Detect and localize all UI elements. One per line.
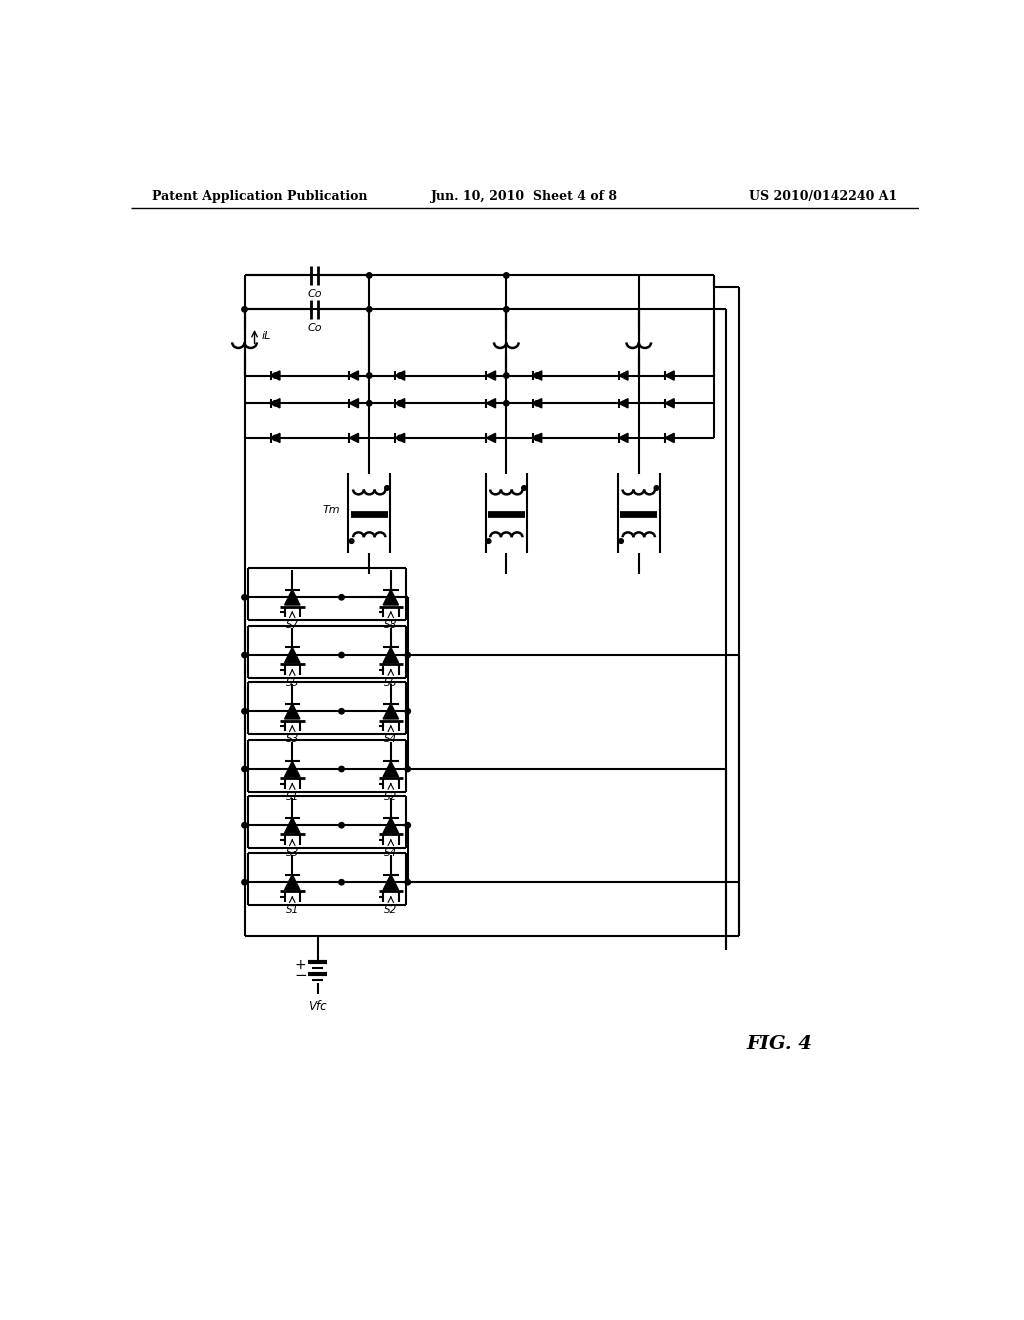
Circle shape [521,486,526,490]
Circle shape [242,709,247,714]
Circle shape [367,273,372,279]
Circle shape [535,372,540,379]
Text: S1: S1 [286,906,299,915]
Circle shape [242,822,247,828]
Circle shape [504,273,509,279]
Polygon shape [486,371,496,380]
Polygon shape [349,433,358,442]
Polygon shape [532,433,542,442]
Circle shape [242,306,247,312]
Circle shape [367,306,372,312]
Circle shape [339,767,344,772]
Circle shape [367,372,372,379]
Polygon shape [285,874,300,890]
Text: Jun. 10, 2010  Sheet 4 of 8: Jun. 10, 2010 Sheet 4 of 8 [431,190,618,203]
Text: FIG. 4: FIG. 4 [746,1035,813,1053]
Polygon shape [532,371,542,380]
Polygon shape [270,399,280,408]
Circle shape [406,879,411,884]
Polygon shape [665,433,674,442]
Circle shape [397,372,402,379]
Circle shape [367,400,372,407]
Polygon shape [285,590,300,605]
Text: Co: Co [307,289,322,300]
Circle shape [339,879,344,884]
Polygon shape [618,399,628,408]
Polygon shape [395,399,404,408]
Circle shape [406,822,411,828]
Polygon shape [486,433,496,442]
Polygon shape [532,399,542,408]
Text: S3: S3 [286,849,299,858]
Polygon shape [383,704,398,719]
Circle shape [385,486,389,490]
Text: S4: S4 [384,734,397,744]
Polygon shape [285,647,300,663]
Polygon shape [395,371,404,380]
Circle shape [535,400,540,407]
Circle shape [339,652,344,657]
Text: iL: iL [261,331,270,342]
Text: US 2010/0142240 A1: US 2010/0142240 A1 [750,190,897,203]
Polygon shape [383,647,398,663]
Polygon shape [383,874,398,890]
Text: Patent Application Publication: Patent Application Publication [153,190,368,203]
Circle shape [272,372,278,379]
Circle shape [242,594,247,601]
Text: +: + [295,957,306,972]
Text: S2: S2 [384,792,397,803]
Circle shape [272,400,278,407]
Circle shape [535,436,540,441]
Polygon shape [395,433,404,442]
Circle shape [397,400,402,407]
Polygon shape [349,399,358,408]
Polygon shape [383,817,398,833]
Circle shape [242,879,247,884]
Circle shape [504,306,509,312]
Circle shape [397,436,402,441]
Circle shape [406,709,411,714]
Circle shape [406,652,411,657]
Circle shape [504,372,509,379]
Circle shape [339,822,344,828]
Text: S5: S5 [286,678,299,688]
Polygon shape [285,817,300,833]
Text: S4: S4 [384,849,397,858]
Circle shape [406,767,411,772]
Circle shape [654,486,658,490]
Circle shape [618,539,624,544]
Text: S8: S8 [384,620,397,631]
Polygon shape [383,590,398,605]
Text: Vfc: Vfc [308,1001,327,1012]
Polygon shape [618,371,628,380]
Circle shape [242,652,247,657]
Polygon shape [665,371,674,380]
Text: S3: S3 [286,734,299,744]
Polygon shape [270,371,280,380]
Polygon shape [618,433,628,442]
Circle shape [339,709,344,714]
Polygon shape [665,399,674,408]
Text: −: − [294,968,307,983]
Circle shape [272,436,278,441]
Text: Co: Co [307,323,322,333]
Text: S2: S2 [384,906,397,915]
Polygon shape [383,762,398,776]
Text: S7: S7 [286,620,299,631]
Circle shape [242,767,247,772]
Text: S1: S1 [286,792,299,803]
Circle shape [339,594,344,601]
Polygon shape [349,371,358,380]
Text: S6: S6 [384,678,397,688]
Circle shape [504,400,509,407]
Circle shape [349,539,354,544]
Polygon shape [285,704,300,719]
Polygon shape [270,433,280,442]
Circle shape [486,539,490,544]
Polygon shape [285,762,300,776]
Text: Tm: Tm [323,506,340,515]
Polygon shape [486,399,496,408]
